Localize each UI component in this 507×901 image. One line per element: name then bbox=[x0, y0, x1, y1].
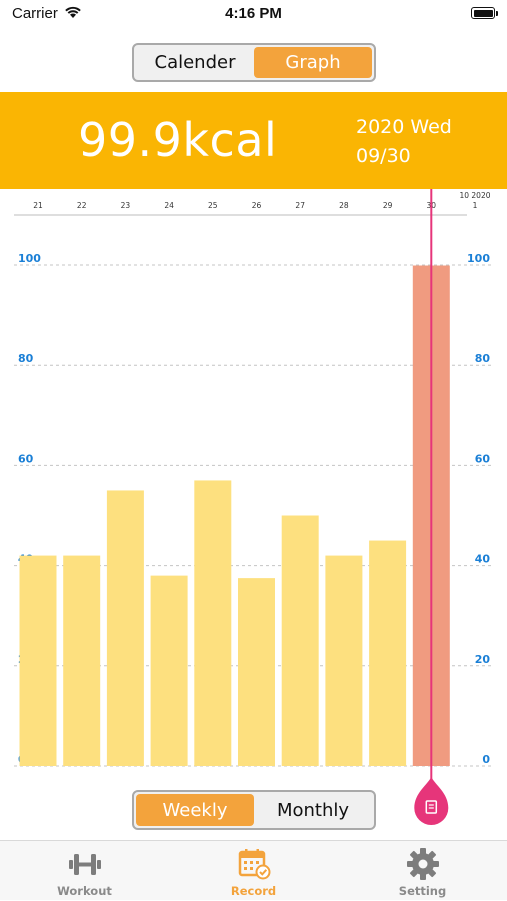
bar bbox=[19, 555, 57, 766]
status-time: 4:16 PM bbox=[225, 5, 282, 22]
wifi-icon bbox=[65, 6, 81, 18]
y-tick-label-right: 40 bbox=[475, 553, 491, 566]
bar bbox=[281, 515, 319, 766]
y-tick-label-right: 100 bbox=[467, 252, 490, 265]
tab-setting[interactable]: Setting bbox=[338, 841, 507, 901]
monthly-segment[interactable]: Monthly bbox=[276, 799, 350, 821]
x-tick-label: 29 bbox=[383, 201, 393, 210]
x-tick-label: 26 bbox=[252, 201, 262, 210]
summary-banner bbox=[0, 92, 507, 189]
x-tick-label: 21 bbox=[33, 201, 43, 210]
bar bbox=[150, 575, 188, 766]
y-tick-label-right: 60 bbox=[475, 452, 491, 465]
x-tick-label: 27 bbox=[295, 201, 305, 210]
memo-icon bbox=[425, 800, 438, 814]
bar bbox=[194, 480, 232, 766]
calendar-check-icon bbox=[238, 849, 270, 880]
y-tick-label-left: 100 bbox=[18, 252, 41, 265]
tab-record-label: Record bbox=[230, 884, 277, 898]
battery-tip bbox=[496, 11, 498, 16]
period-toggle: Weekly Monthly bbox=[132, 790, 376, 830]
bar bbox=[63, 555, 101, 766]
tab-workout[interactable]: Workout bbox=[0, 841, 169, 901]
tab-record[interactable]: Record bbox=[169, 841, 338, 901]
tab-setting-label: Setting bbox=[398, 884, 447, 898]
battery-icon bbox=[471, 7, 495, 19]
x-tick-label: 24 bbox=[164, 201, 174, 210]
y-tick-label-left: 80 bbox=[18, 352, 34, 365]
date-month-day: 09/30 bbox=[356, 145, 411, 167]
bar bbox=[369, 540, 407, 766]
view-toggle: Calender Graph bbox=[132, 43, 376, 82]
dumbbell-icon bbox=[68, 854, 101, 875]
y-tick-label-left: 60 bbox=[18, 452, 34, 465]
gear-icon bbox=[406, 848, 439, 880]
calorie-bar-chart[interactable]: 0020204040606080801001002122232425262728… bbox=[0, 189, 507, 829]
bar bbox=[106, 490, 144, 766]
tab-bar: Workout Record bbox=[0, 840, 507, 900]
x-tick-label: 22 bbox=[77, 201, 87, 210]
carrier-label: Carrier bbox=[12, 5, 58, 22]
date-year-weekday: 2020 Wed bbox=[356, 116, 452, 138]
calender-segment[interactable]: Calender bbox=[154, 52, 236, 73]
tab-workout-label: Workout bbox=[57, 884, 112, 898]
month-marker-day: 1 bbox=[473, 201, 478, 210]
calorie-value: 99.9kcal bbox=[78, 113, 278, 167]
y-tick-label-right: 0 bbox=[482, 753, 490, 766]
x-tick-label: 23 bbox=[121, 201, 131, 210]
weekly-segment[interactable]: Weekly bbox=[136, 794, 254, 826]
y-tick-label-right: 20 bbox=[475, 653, 491, 666]
graph-segment[interactable]: Graph bbox=[254, 47, 372, 78]
status-bar: Carrier 4:16 PM bbox=[0, 0, 507, 30]
month-marker-label: 10 2020 bbox=[459, 191, 490, 200]
x-tick-label: 25 bbox=[208, 201, 218, 210]
y-tick-label-right: 80 bbox=[475, 352, 491, 365]
bar bbox=[325, 555, 363, 766]
x-tick-label: 28 bbox=[339, 201, 349, 210]
bar bbox=[238, 578, 275, 766]
